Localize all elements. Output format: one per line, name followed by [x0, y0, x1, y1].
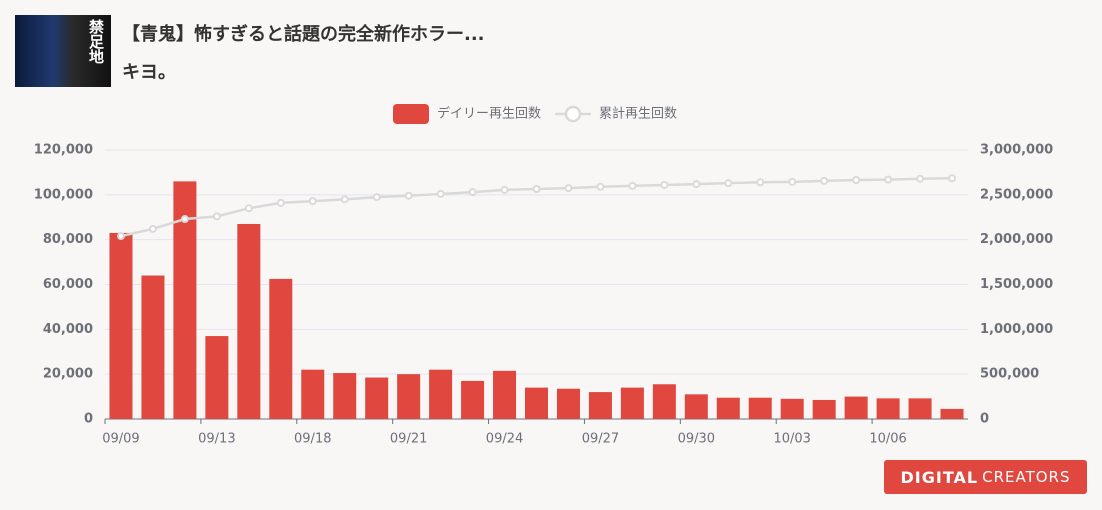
- y2-tick-label: 500,000: [980, 367, 1039, 382]
- line-point: [916, 174, 925, 183]
- line-point: [660, 180, 669, 189]
- bar: [365, 377, 389, 419]
- y-tick-label: 40,000: [43, 322, 93, 337]
- line-point: [948, 174, 957, 183]
- bar: [780, 398, 804, 419]
- legend-swatch: [564, 105, 582, 123]
- line-point: [500, 185, 509, 194]
- x-tick-label: 09/30: [678, 432, 715, 447]
- line-point: [724, 179, 733, 188]
- line-point: [884, 175, 893, 184]
- bar: [237, 223, 261, 419]
- y2-tick-label: 1,500,000: [980, 277, 1053, 292]
- line-point: [372, 193, 381, 202]
- line-point: [756, 178, 765, 187]
- x-tick-label: 10/06: [869, 432, 906, 447]
- line-point: [532, 185, 541, 194]
- bar: [493, 370, 517, 419]
- chart: 0 20,000 40,000 60,000 80,000 100,000 120,000 0…: [34, 104, 1053, 447]
- bar: [940, 408, 964, 419]
- logo: DIGITAL CREATORS: [884, 460, 1087, 494]
- bar: [429, 369, 453, 419]
- bar: [588, 392, 612, 419]
- bar: [716, 397, 740, 419]
- bar: [269, 278, 293, 419]
- bar: [301, 369, 325, 419]
- bar: [652, 384, 676, 419]
- x-tick-label: 09/27: [582, 432, 619, 447]
- thumbnail: 禁足地: [15, 15, 111, 87]
- bar: [812, 399, 836, 419]
- y-tick-label: 80,000: [43, 232, 93, 247]
- line-point: [820, 176, 829, 185]
- y2-tick-label: 1,000,000: [980, 322, 1053, 337]
- legend-label: 累計再生回数: [599, 106, 677, 122]
- bar: [524, 387, 549, 419]
- legend-swatch: [393, 104, 429, 124]
- bar: [876, 398, 900, 419]
- x-tick-label: 09/21: [390, 432, 427, 447]
- logo-mark: DIGITAL: [900, 467, 979, 487]
- x-tick-label: 09/24: [486, 432, 523, 447]
- video-title[interactable]: 【青鬼】怖すぎると話題の完全新作ホラー...: [122, 24, 485, 45]
- line-point: [564, 184, 573, 193]
- line-point: [628, 181, 637, 190]
- bar: [908, 398, 932, 419]
- y-tick-label: 100,000: [34, 187, 93, 202]
- bar: [173, 181, 197, 419]
- bar: [109, 232, 133, 419]
- x-tick-label: 09/18: [294, 432, 331, 447]
- bar: [844, 396, 868, 419]
- bar: [556, 388, 580, 419]
- line-point: [244, 204, 253, 213]
- y-tick-label: 0: [84, 412, 93, 427]
- line-point: [788, 177, 797, 186]
- thumbnail-text: 禁足地: [87, 19, 105, 64]
- line-point: [308, 197, 317, 206]
- line-point: [276, 198, 285, 207]
- line-point: [596, 182, 605, 191]
- bar: [333, 373, 357, 419]
- y-tick-label: 120,000: [34, 143, 93, 158]
- line-point: [116, 232, 125, 241]
- line-point: [180, 215, 189, 224]
- line-point: [404, 191, 413, 200]
- line-point: [436, 189, 445, 198]
- bar: [684, 394, 708, 419]
- y2-tick-label: 0: [980, 412, 989, 427]
- line-point: [212, 212, 221, 221]
- bar: [205, 336, 229, 419]
- bar: [397, 374, 421, 419]
- bar: [461, 380, 485, 419]
- x-tick-label: 09/09: [102, 432, 139, 447]
- bar: [141, 275, 165, 419]
- logo-text: CREATORS: [982, 468, 1071, 486]
- line-point: [148, 224, 157, 233]
- bar: [620, 387, 644, 419]
- line-point: [852, 176, 861, 185]
- legend-label: デイリー再生回数: [437, 106, 541, 122]
- x-tick-label: 10/03: [773, 432, 810, 447]
- line-point: [468, 188, 477, 197]
- channel-name[interactable]: キヨ。: [122, 62, 176, 83]
- y2-tick-label: 2,000,000: [980, 232, 1053, 247]
- line-point: [340, 195, 349, 204]
- y-tick-label: 20,000: [43, 367, 93, 382]
- bar: [748, 397, 772, 419]
- y2-tick-label: 2,500,000: [980, 187, 1053, 202]
- y-tick-label: 60,000: [43, 277, 93, 292]
- x-tick-label: 09/13: [198, 432, 235, 447]
- y2-tick-label: 3,000,000: [980, 143, 1053, 158]
- line-point: [692, 180, 701, 189]
